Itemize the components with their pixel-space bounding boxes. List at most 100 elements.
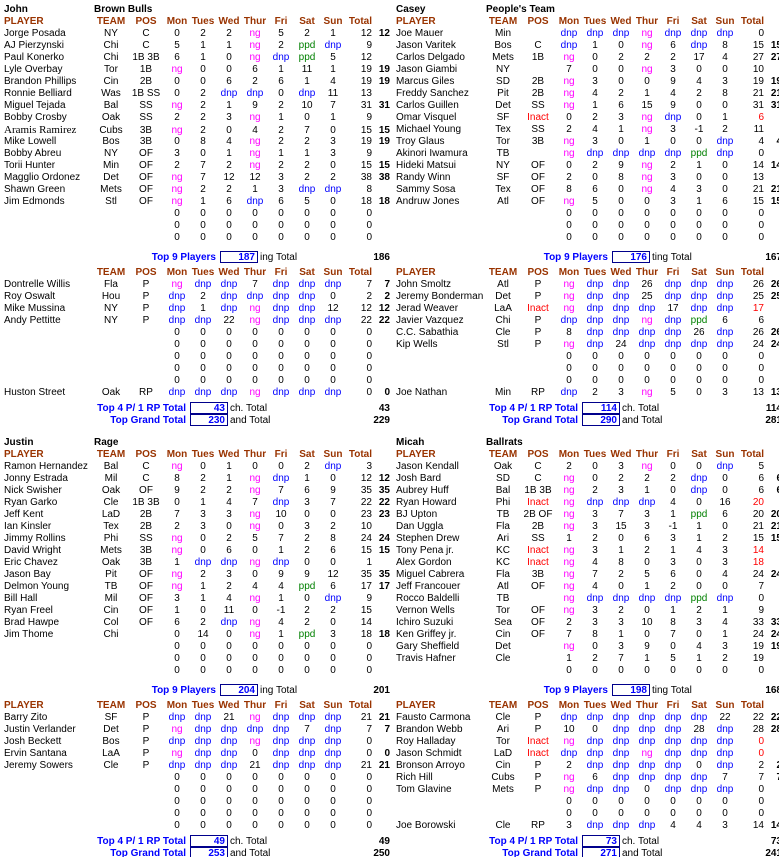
- player-total: 31: [752, 100, 764, 111]
- day-value: ppd: [690, 148, 708, 159]
- day-value: 0: [200, 351, 206, 362]
- day-value: 0: [722, 808, 728, 819]
- day-value: 1: [566, 533, 572, 544]
- day-value: 0: [330, 641, 336, 652]
- grand-suffix-label: and Total: [622, 415, 663, 426]
- day-value: 0: [252, 641, 258, 652]
- day-value: 0: [330, 125, 336, 136]
- day-value: 3: [200, 509, 206, 520]
- player-pos: OF: [139, 485, 153, 496]
- empty-slot-row: 0 0 0 0 0 0 0 0: [2, 772, 390, 784]
- top4-value: 73: [770, 836, 779, 847]
- day-value: 2: [278, 40, 284, 51]
- player-team: NY: [104, 28, 118, 39]
- day-value: 0: [670, 136, 676, 147]
- player-total: 1: [366, 557, 372, 568]
- player-total: 23: [360, 509, 372, 520]
- day-value: 6: [670, 40, 676, 51]
- day-value: 2: [304, 136, 310, 147]
- day-value: ng: [249, 40, 261, 51]
- day-value: dnp: [716, 593, 734, 604]
- day-value: ppd: [690, 509, 708, 520]
- player-total: 14: [360, 617, 372, 628]
- day-value: 0: [174, 375, 180, 386]
- day-value: ng: [171, 748, 183, 759]
- day-value: 0: [592, 363, 598, 374]
- player-pos: 1B 3B: [132, 497, 160, 508]
- day-value: 0: [566, 351, 572, 362]
- day-value: 2: [226, 485, 232, 496]
- top9-suffix-label: ing Total: [260, 252, 298, 263]
- day-value: ng: [641, 461, 653, 472]
- day-value: 6: [618, 100, 624, 111]
- player-total: 28: [752, 724, 764, 735]
- header-day-total: Total: [740, 16, 764, 27]
- day-value: 0: [226, 375, 232, 386]
- owner-name: Micah: [396, 437, 425, 448]
- player-pos: OF: [139, 569, 153, 580]
- player-team: Phi: [495, 497, 511, 508]
- player-pos: OF: [139, 172, 153, 183]
- day-value: dnp: [612, 28, 630, 39]
- header-team: TEAM: [488, 267, 518, 278]
- player-pos: 2B: [139, 521, 153, 532]
- player-name: Miguel Tejada: [4, 100, 66, 111]
- day-value: 0: [226, 521, 232, 532]
- player-team: Fla: [104, 279, 118, 290]
- day-value: 0: [174, 363, 180, 374]
- player-name: Justin Verlander: [4, 724, 76, 735]
- day-value: 4: [696, 820, 702, 831]
- player-name: Ronnie Belliard: [4, 88, 72, 99]
- day-value: 0: [696, 112, 702, 123]
- player-team: Tor: [496, 605, 510, 616]
- player-pos: C: [142, 28, 150, 39]
- day-value: dnp: [664, 279, 682, 290]
- day-value: 0: [304, 784, 310, 795]
- day-value: 0: [330, 208, 336, 219]
- day-value: 2: [200, 485, 206, 496]
- player-row: Joe Mauer Min dnp dnp dnp ng dnp dnp dnp 0: [394, 28, 779, 40]
- day-value: 0: [330, 772, 336, 783]
- day-value: 2: [644, 52, 650, 63]
- day-value: 0: [592, 641, 598, 652]
- player-pos: P: [534, 291, 542, 302]
- player-total: 15: [752, 196, 764, 207]
- day-value: dnp: [612, 820, 630, 831]
- header-pos: POS: [135, 16, 157, 27]
- player-pos: OF: [139, 196, 153, 207]
- player-total: 26: [752, 327, 764, 338]
- day-value: ng: [563, 303, 575, 314]
- day-value: 0: [304, 351, 310, 362]
- day-value: 0: [226, 64, 232, 75]
- day-value: ng: [249, 629, 261, 640]
- player-pos: Inact: [527, 748, 549, 759]
- day-value: 0: [252, 569, 258, 580]
- player-total: 0: [758, 363, 764, 374]
- player-total: 33: [752, 617, 764, 628]
- day-value: 6: [226, 545, 232, 556]
- day-value: 25: [641, 291, 653, 302]
- header-player: PLAYER: [396, 267, 436, 278]
- day-value: 0: [566, 112, 572, 123]
- player-total: 9: [758, 605, 764, 616]
- fantasy-team-name: Ballrats: [486, 437, 523, 448]
- day-value: 0: [618, 533, 624, 544]
- day-value: 0: [200, 653, 206, 664]
- day-value: 0: [722, 184, 728, 195]
- day-value: dnp: [716, 339, 734, 350]
- header-day-mon: Mon: [558, 700, 580, 711]
- player-total: 0: [758, 808, 764, 819]
- player-name: Aubrey Huff: [396, 485, 449, 496]
- grand-suffix-label: and Total: [230, 415, 271, 426]
- day-value: 3: [278, 184, 284, 195]
- day-value: 3: [226, 569, 232, 580]
- player-picked-total: 7: [384, 724, 390, 735]
- header-day-sat: Sat: [299, 700, 315, 711]
- day-value: 2: [200, 569, 206, 580]
- day-value: 0: [226, 125, 232, 136]
- player-name: Ken Griffey jr.: [396, 629, 457, 640]
- top9-label: Top 9 Players: [151, 252, 216, 263]
- player-team: Tor: [496, 736, 510, 747]
- player-team: Ari: [496, 724, 510, 735]
- player-row: Torii Hunter Min OF 2 7 2 ng 2 2 0 15 15: [2, 160, 390, 172]
